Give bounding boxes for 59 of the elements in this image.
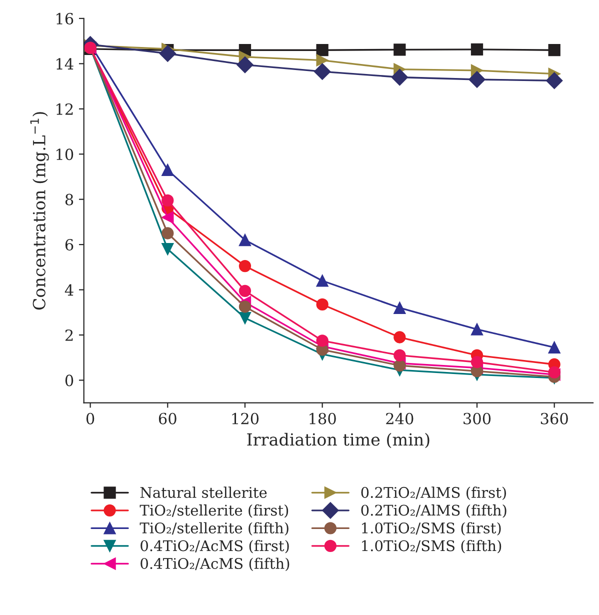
point bbox=[470, 43, 484, 56]
legend-label: TiO₂/stellerite (first) bbox=[140, 504, 288, 518]
y-axis-title: Concentration (mg.L$^{−1}$) bbox=[30, 112, 49, 310]
x-tick-label: 180 bbox=[310, 412, 336, 424]
point bbox=[394, 302, 406, 314]
legend-label: TiO₂/stellerite (fifth) bbox=[140, 522, 288, 536]
y-tick-label: 0 bbox=[65, 374, 74, 386]
x-tick-label: 60 bbox=[158, 412, 176, 424]
point bbox=[391, 68, 408, 86]
point bbox=[468, 71, 486, 88]
y-tick-label: 6 bbox=[65, 239, 74, 251]
point bbox=[470, 323, 484, 336]
legend-label: 0.4TiO₂/AcMS (first) bbox=[140, 540, 289, 554]
point bbox=[394, 359, 406, 372]
legend-label: 0.2TiO₂/AlMS (fifth) bbox=[361, 504, 506, 518]
point bbox=[162, 243, 174, 256]
point bbox=[316, 298, 328, 311]
point bbox=[316, 44, 328, 56]
point bbox=[548, 366, 560, 378]
y-tick-label: 8 bbox=[65, 194, 74, 206]
x-axis-title: Irradiation time (min) bbox=[247, 432, 430, 448]
point bbox=[316, 274, 328, 287]
legend-label: 1.0TiO₂/SMS (fifth) bbox=[362, 540, 502, 554]
x-tick-label: 0 bbox=[86, 412, 94, 424]
point bbox=[238, 312, 252, 324]
point bbox=[159, 45, 176, 62]
y-tick-label: 14 bbox=[56, 58, 74, 70]
point bbox=[162, 227, 174, 240]
point bbox=[238, 260, 252, 272]
point bbox=[162, 164, 174, 176]
y-tick-label: 12 bbox=[56, 103, 73, 115]
point bbox=[238, 234, 252, 246]
point bbox=[316, 334, 328, 347]
y-tick-label: 16 bbox=[56, 12, 74, 24]
point bbox=[236, 56, 254, 74]
y-tick-label: 2 bbox=[65, 329, 73, 341]
point bbox=[548, 341, 560, 354]
x-tick-label: 120 bbox=[232, 412, 259, 424]
point bbox=[546, 72, 563, 90]
point bbox=[162, 211, 174, 224]
x-tick-label: 300 bbox=[464, 412, 491, 424]
point bbox=[470, 356, 484, 368]
point bbox=[394, 44, 406, 56]
y-tick-label: 10 bbox=[56, 148, 74, 160]
point bbox=[394, 349, 406, 362]
legend-label: Natural stellerite bbox=[140, 486, 267, 498]
x-tick-label: 240 bbox=[386, 412, 414, 424]
point bbox=[238, 284, 252, 297]
point bbox=[238, 300, 252, 313]
y-tick-label: 4 bbox=[64, 284, 74, 296]
point bbox=[162, 194, 174, 207]
point bbox=[314, 63, 331, 80]
point bbox=[316, 54, 328, 66]
point bbox=[548, 44, 560, 56]
x-tick-label: 360 bbox=[540, 412, 568, 424]
legend-label: 0.2TiO₂/AlMS (first) bbox=[361, 486, 506, 500]
legend-label: 1.0TiO₂/SMS (first) bbox=[362, 522, 501, 536]
legend-label: 0.4TiO₂/AcMS (fifth) bbox=[140, 558, 290, 572]
point bbox=[394, 331, 406, 344]
